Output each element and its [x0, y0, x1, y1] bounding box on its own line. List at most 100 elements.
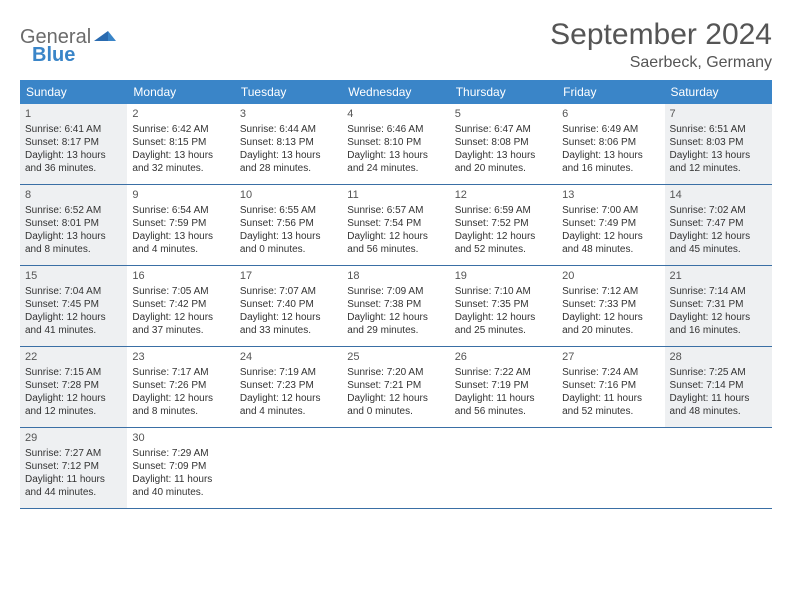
day-ss: Sunset: 8:15 PM — [132, 136, 229, 149]
day-sr: Sunrise: 7:04 AM — [25, 285, 122, 298]
day-number: 20 — [562, 269, 659, 283]
day-d1: Daylight: 11 hours — [455, 392, 552, 405]
week-row: 22Sunrise: 7:15 AMSunset: 7:28 PMDayligh… — [20, 347, 772, 428]
week-row: 8Sunrise: 6:52 AMSunset: 8:01 PMDaylight… — [20, 185, 772, 266]
day-cell: 24Sunrise: 7:19 AMSunset: 7:23 PMDayligh… — [235, 347, 342, 427]
day-d2: and 29 minutes. — [347, 324, 444, 337]
day-ss: Sunset: 7:42 PM — [132, 298, 229, 311]
day-sr: Sunrise: 7:19 AM — [240, 366, 337, 379]
weekday-friday: Friday — [557, 80, 664, 104]
day-number: 11 — [347, 188, 444, 202]
day-sr: Sunrise: 6:44 AM — [240, 123, 337, 136]
day-d1: Daylight: 11 hours — [132, 473, 229, 486]
day-d2: and 44 minutes. — [25, 486, 122, 499]
logo-blue-row: Blue — [32, 44, 75, 67]
day-number: 7 — [670, 107, 767, 121]
day-d2: and 16 minutes. — [562, 162, 659, 175]
day-ss: Sunset: 7:38 PM — [347, 298, 444, 311]
day-d2: and 40 minutes. — [132, 486, 229, 499]
day-number: 27 — [562, 350, 659, 364]
day-d1: Daylight: 12 hours — [455, 230, 552, 243]
day-ss: Sunset: 7:26 PM — [132, 379, 229, 392]
day-cell: 29 Sunrise: 7:27 AMSunset: 7:12 PMDayligh… — [20, 428, 127, 508]
day-d1: Daylight: 11 hours — [670, 392, 767, 405]
day-number: 29 — [25, 431, 122, 445]
location: Saerbeck, Germany — [550, 54, 772, 72]
day-cell: 23Sunrise: 7:17 AMSunset: 7:26 PMDayligh… — [127, 347, 234, 427]
day-d2: and 37 minutes. — [132, 324, 229, 337]
week-row: 1Sunrise: 6:41 AMSunset: 8:17 PMDaylight… — [20, 104, 772, 185]
day-cell: 16Sunrise: 7:05 AMSunset: 7:42 PMDayligh… — [127, 266, 234, 346]
day-cell: 21Sunrise: 7:14 AMSunset: 7:31 PMDayligh… — [665, 266, 772, 346]
day-cell: 27Sunrise: 7:24 AMSunset: 7:16 PMDayligh… — [557, 347, 664, 427]
day-cell: 5Sunrise: 6:47 AMSunset: 8:08 PMDaylight… — [450, 104, 557, 184]
day-d2: and 24 minutes. — [347, 162, 444, 175]
day-d1: Daylight: 11 hours — [25, 473, 122, 486]
day-sr: Sunrise: 6:47 AM — [455, 123, 552, 136]
day-ss: Sunset: 7:49 PM — [562, 217, 659, 230]
day-number: 16 — [132, 269, 229, 283]
day-cell — [450, 428, 557, 508]
day-sr: Sunrise: 7:24 AM — [562, 366, 659, 379]
day-cell: 19Sunrise: 7:10 AMSunset: 7:35 PMDayligh… — [450, 266, 557, 346]
day-d1: Daylight: 12 hours — [455, 311, 552, 324]
day-d1: Daylight: 13 hours — [132, 149, 229, 162]
day-d2: and 20 minutes. — [562, 324, 659, 337]
day-number: 26 — [455, 350, 552, 364]
logo-mark-icon — [94, 25, 116, 46]
day-ss: Sunset: 7:54 PM — [347, 217, 444, 230]
day-ss: Sunset: 7:31 PM — [670, 298, 767, 311]
day-sr: Sunrise: 6:42 AM — [132, 123, 229, 136]
day-cell: 22Sunrise: 7:15 AMSunset: 7:28 PMDayligh… — [20, 347, 127, 427]
day-cell: 28Sunrise: 7:25 AMSunset: 7:14 PMDayligh… — [665, 347, 772, 427]
day-number: 6 — [562, 107, 659, 121]
day-number: 18 — [347, 269, 444, 283]
day-sr: Sunrise: 7:20 AM — [347, 366, 444, 379]
day-sr: Sunrise: 7:27 AM — [25, 447, 122, 460]
day-sr: Sunrise: 6:41 AM — [25, 123, 122, 136]
day-ss: Sunset: 7:40 PM — [240, 298, 337, 311]
day-d1: Daylight: 12 hours — [562, 230, 659, 243]
day-cell: 18Sunrise: 7:09 AMSunset: 7:38 PMDayligh… — [342, 266, 449, 346]
weeks-container: 1Sunrise: 6:41 AMSunset: 8:17 PMDaylight… — [20, 104, 772, 509]
day-ss: Sunset: 7:56 PM — [240, 217, 337, 230]
day-d1: Daylight: 13 hours — [455, 149, 552, 162]
day-sr: Sunrise: 7:12 AM — [562, 285, 659, 298]
day-ss: Sunset: 8:17 PM — [25, 136, 122, 149]
day-number: 22 — [25, 350, 122, 364]
day-number: 25 — [347, 350, 444, 364]
day-d1: Daylight: 13 hours — [25, 149, 122, 162]
day-d2: and 48 minutes. — [670, 405, 767, 418]
day-sr: Sunrise: 6:57 AM — [347, 204, 444, 217]
day-d2: and 4 minutes. — [132, 243, 229, 256]
day-cell: 12Sunrise: 6:59 AMSunset: 7:52 PMDayligh… — [450, 185, 557, 265]
day-ss: Sunset: 7:09 PM — [132, 460, 229, 473]
day-d1: Daylight: 13 hours — [25, 230, 122, 243]
day-sr: Sunrise: 7:14 AM — [670, 285, 767, 298]
day-ss: Sunset: 7:47 PM — [670, 217, 767, 230]
day-ss: Sunset: 8:10 PM — [347, 136, 444, 149]
day-ss: Sunset: 7:23 PM — [240, 379, 337, 392]
day-ss: Sunset: 7:52 PM — [455, 217, 552, 230]
weekday-thursday: Thursday — [450, 80, 557, 104]
day-ss: Sunset: 7:16 PM — [562, 379, 659, 392]
day-number: 19 — [455, 269, 552, 283]
day-d2: and 45 minutes. — [670, 243, 767, 256]
day-number: 24 — [240, 350, 337, 364]
day-sr: Sunrise: 7:09 AM — [347, 285, 444, 298]
day-number: 30 — [132, 431, 229, 445]
day-ss: Sunset: 7:14 PM — [670, 379, 767, 392]
day-sr: Sunrise: 6:59 AM — [455, 204, 552, 217]
weekday-saturday: Saturday — [665, 80, 772, 104]
day-number: 4 — [347, 107, 444, 121]
day-number: 3 — [240, 107, 337, 121]
week-row: 15Sunrise: 7:04 AMSunset: 7:45 PMDayligh… — [20, 266, 772, 347]
day-cell: 3Sunrise: 6:44 AMSunset: 8:13 PMDaylight… — [235, 104, 342, 184]
day-d1: Daylight: 13 hours — [240, 230, 337, 243]
day-ss: Sunset: 7:12 PM — [25, 460, 122, 473]
day-d2: and 36 minutes. — [25, 162, 122, 175]
day-cell — [557, 428, 664, 508]
day-ss: Sunset: 8:13 PM — [240, 136, 337, 149]
day-sr: Sunrise: 6:52 AM — [25, 204, 122, 217]
day-number: 21 — [670, 269, 767, 283]
